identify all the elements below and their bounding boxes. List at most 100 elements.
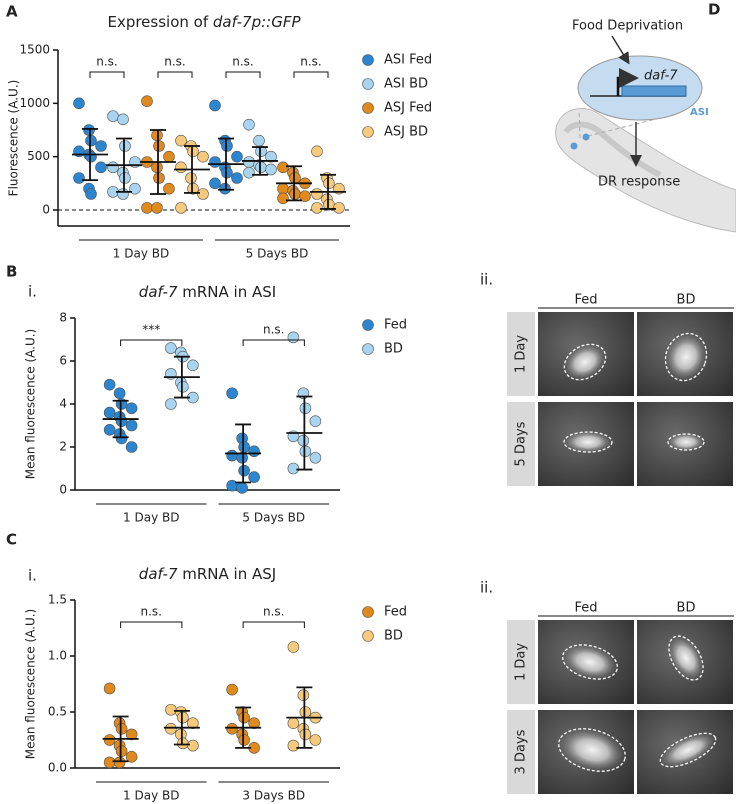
chart-title: daf-7 mRNA in ASJ xyxy=(139,565,276,583)
gene-label: daf-7 xyxy=(644,69,678,84)
data-point xyxy=(165,398,177,410)
data-point xyxy=(265,150,277,163)
data-point xyxy=(113,756,126,769)
bracket xyxy=(242,339,305,346)
y-tick-label: 500 xyxy=(27,149,50,163)
data-point xyxy=(299,402,312,415)
data-point xyxy=(236,482,248,494)
data-point xyxy=(175,134,187,147)
legend-marker xyxy=(362,319,374,331)
data-point xyxy=(153,172,165,184)
data-point xyxy=(141,95,153,107)
y-tick-label: 2 xyxy=(59,440,67,454)
legend-marker xyxy=(362,343,374,355)
neuron-label: ASI xyxy=(690,107,709,118)
data-point xyxy=(238,441,250,453)
data-point xyxy=(115,415,128,428)
y-tick-label: 1.0 xyxy=(48,649,67,663)
data-point xyxy=(289,172,301,184)
data-point xyxy=(311,145,323,158)
chart-title: daf-7 mRNA in ASI xyxy=(139,283,276,301)
neuron xyxy=(570,142,578,150)
data-point xyxy=(299,728,312,741)
cell-outline xyxy=(668,635,704,681)
data-point xyxy=(177,737,189,750)
data-point xyxy=(243,166,255,179)
significance: *** xyxy=(142,323,160,337)
column-header: Fed xyxy=(574,293,597,308)
data-point xyxy=(221,140,233,152)
data-point xyxy=(73,172,85,184)
data-point xyxy=(287,462,300,475)
data-point xyxy=(311,188,323,200)
cell-outline xyxy=(558,728,626,772)
legend-marker xyxy=(362,630,374,642)
data-point xyxy=(103,756,116,769)
group-label: 5 Days BD xyxy=(246,247,309,261)
y-tick-label: 1000 xyxy=(19,96,50,110)
significance: n.s. xyxy=(263,323,285,337)
significance: n.s. xyxy=(263,605,285,619)
data-point xyxy=(197,150,209,163)
data-point xyxy=(287,739,300,752)
data-point xyxy=(125,750,138,763)
data-point xyxy=(115,432,128,445)
column-header: BD xyxy=(677,601,696,616)
data-point xyxy=(297,434,310,447)
panel-label: A xyxy=(6,3,18,21)
data-point xyxy=(221,166,233,179)
data-point xyxy=(219,182,231,195)
row-label: 1 Day xyxy=(514,643,529,681)
diagram: D Food Deprivation daf-7 ASI DR response xyxy=(555,1,736,233)
data-point xyxy=(117,188,129,200)
data-point xyxy=(309,734,322,746)
row-label-box xyxy=(507,402,535,486)
zoom-line xyxy=(587,117,661,137)
data-point xyxy=(243,118,255,131)
panel-label: B xyxy=(6,263,17,281)
sub-label: i. xyxy=(28,283,37,301)
data-point xyxy=(103,423,116,436)
data-point xyxy=(103,734,116,746)
data-point xyxy=(248,445,260,458)
row-label: 5 Days xyxy=(514,421,529,466)
data-point xyxy=(187,717,199,730)
data-point xyxy=(238,711,250,724)
bracket xyxy=(120,621,183,628)
group-label: 3 Days BD xyxy=(242,789,305,803)
cell-signal xyxy=(562,342,608,382)
data-point xyxy=(153,140,165,152)
data-point xyxy=(243,156,255,168)
data-point xyxy=(248,471,260,483)
bracket xyxy=(225,71,261,78)
data-point xyxy=(253,134,265,147)
title-part: daf-7p::GFP xyxy=(213,13,302,31)
data-point xyxy=(141,202,153,214)
data-point xyxy=(297,689,310,702)
data-point xyxy=(209,99,221,112)
data-point xyxy=(289,188,301,200)
neuron xyxy=(582,133,590,141)
data-point xyxy=(226,387,238,400)
data-point xyxy=(226,683,238,696)
data-point xyxy=(83,124,95,136)
data-point xyxy=(299,190,311,202)
data-point xyxy=(85,188,97,200)
data-point xyxy=(115,745,128,758)
row-label-box xyxy=(507,312,535,396)
data-point xyxy=(311,202,323,214)
cell-signal xyxy=(666,432,706,452)
y-tick-label: 1.5 xyxy=(48,593,67,607)
column-header: Fed xyxy=(574,601,597,616)
data-point xyxy=(163,150,175,163)
cell-signal xyxy=(562,430,614,454)
data-point xyxy=(197,188,209,200)
y-tick-label: 0.0 xyxy=(48,761,67,775)
significance: n.s. xyxy=(96,55,118,69)
data-point xyxy=(231,172,243,184)
cell-outline xyxy=(667,433,705,451)
row-label: 1 Day xyxy=(514,335,529,373)
y-tick-label: 0 xyxy=(42,203,50,217)
column-header: BD xyxy=(677,293,696,308)
